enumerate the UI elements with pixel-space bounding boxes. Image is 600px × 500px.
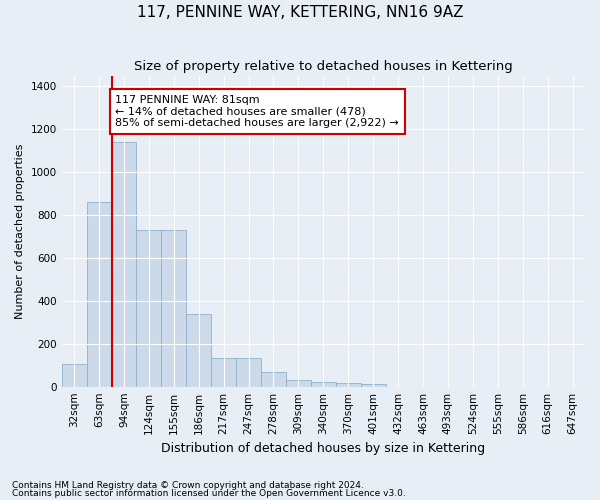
Y-axis label: Number of detached properties: Number of detached properties <box>15 144 25 319</box>
Bar <box>311 382 336 386</box>
Bar <box>136 230 161 386</box>
Text: Contains public sector information licensed under the Open Government Licence v3: Contains public sector information licen… <box>12 489 406 498</box>
Bar <box>161 230 186 386</box>
Bar <box>186 314 211 386</box>
Bar <box>361 384 386 386</box>
Bar <box>86 202 112 386</box>
Title: Size of property relative to detached houses in Kettering: Size of property relative to detached ho… <box>134 60 513 73</box>
Bar <box>261 372 286 386</box>
Bar <box>236 358 261 386</box>
Text: Contains HM Land Registry data © Crown copyright and database right 2024.: Contains HM Land Registry data © Crown c… <box>12 480 364 490</box>
Bar <box>286 380 311 386</box>
Text: 117 PENNINE WAY: 81sqm
← 14% of detached houses are smaller (478)
85% of semi-de: 117 PENNINE WAY: 81sqm ← 14% of detached… <box>115 95 399 128</box>
Bar <box>336 383 361 386</box>
Bar <box>211 358 236 386</box>
X-axis label: Distribution of detached houses by size in Kettering: Distribution of detached houses by size … <box>161 442 485 455</box>
Bar <box>62 364 86 386</box>
Bar <box>112 142 136 386</box>
Text: 117, PENNINE WAY, KETTERING, NN16 9AZ: 117, PENNINE WAY, KETTERING, NN16 9AZ <box>137 5 463 20</box>
